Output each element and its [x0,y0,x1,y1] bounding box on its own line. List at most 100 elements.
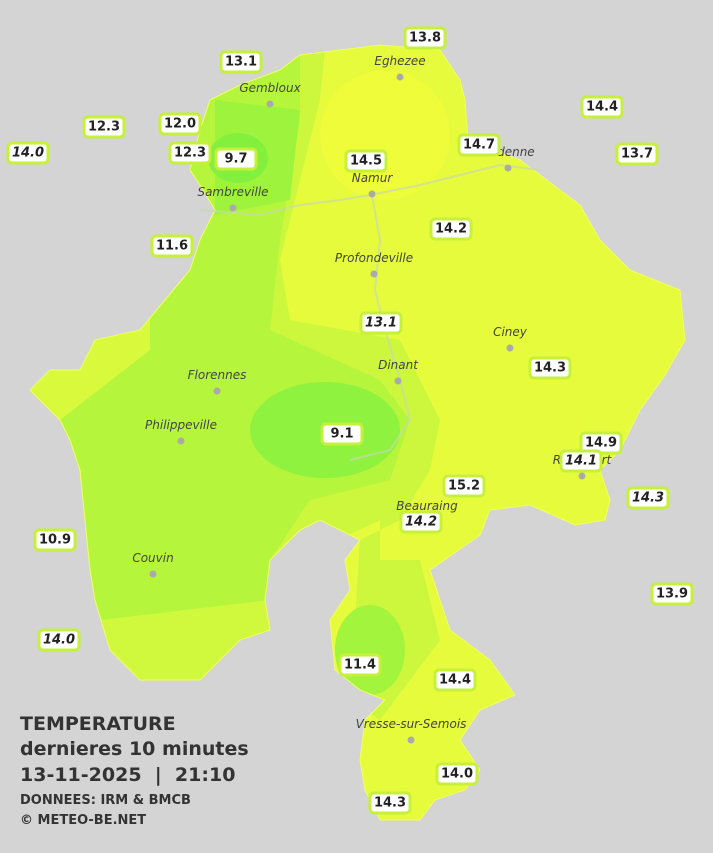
city-dot [368,190,376,198]
station: 14.0 [37,628,81,652]
station-value: 13.1 [365,316,397,331]
station-box [359,311,403,335]
legend: TEMPERATURE dernieres 10 minutes 13-11-2… [20,713,249,828]
city-dot [149,570,157,578]
station: 14.4 [433,668,477,692]
station-box [559,449,603,473]
station: 14.3 [368,791,412,815]
station-box [528,356,572,380]
station-value: 14.5 [350,154,382,169]
legend-datetime: 13-11-2025 | 21:10 [20,764,235,786]
station-value: 14.7 [463,138,495,153]
city-dot [578,472,586,480]
station: 13.1 [219,50,263,74]
station: 14.3 [528,356,572,380]
station-box [615,142,659,166]
city-dot [213,387,221,395]
station: 14.0 [6,141,50,165]
city-dot [504,164,512,172]
province-outline [29,44,686,821]
station: 14.3 [626,486,670,510]
station: 9.1 [320,422,364,446]
station-box [442,474,486,498]
station: 14.0 [435,762,479,786]
station-value: 15.2 [448,479,480,494]
city-dot [396,73,404,81]
city-dot [370,270,378,278]
station: 14.2 [429,217,473,241]
station-value: 12.3 [174,146,206,161]
station-box [219,50,263,74]
station-box [650,582,694,606]
station: 13.9 [650,582,694,606]
station-value: 11.4 [344,658,376,673]
station-value: 14.1 [565,454,597,469]
station-box [37,628,81,652]
station-value: 11.6 [156,239,188,254]
station-box [82,115,126,139]
city-label: Profondeville [335,251,413,265]
city-dot [266,100,274,108]
station-box [368,791,412,815]
city-dot [177,437,185,445]
station-box [214,147,258,171]
station-value: 14.4 [439,673,471,688]
station-box [403,26,447,50]
station: 14.1 [559,449,603,473]
station-box [33,528,77,552]
station: 13.1 [359,311,403,335]
station-value: 14.3 [632,491,664,506]
city-label: Gembloux [239,81,301,95]
station-box [320,422,364,446]
station-value: 12.3 [88,120,120,135]
station-box [168,141,212,165]
station-value: 14.4 [586,100,618,115]
station: 14.7 [457,133,501,157]
station: 9.7 [214,147,258,171]
city-label: Vresse-sur-Semois [356,717,467,731]
station-box [338,653,382,677]
station: 10.9 [33,528,77,552]
station: 14.4 [580,95,624,119]
city-label: Florennes [188,368,247,382]
station-value: 14.9 [585,436,617,451]
city-label: Dinant [378,358,419,372]
station-value: 14.3 [534,361,566,376]
station-value: 14.0 [12,146,44,161]
legend-source: DONNEES: IRM & BMCB [20,793,191,808]
station-value: 10.9 [39,533,71,548]
city-dot [229,204,237,212]
city-label: Couvin [132,551,173,565]
station-value: 13.1 [225,55,257,70]
city-label: Eghezee [374,54,425,68]
station-value: 14.0 [43,633,75,648]
station: 12.3 [82,115,126,139]
station-value: 12.0 [164,117,196,132]
station-box [158,112,202,136]
city-dot [506,344,514,352]
station: 14.5 [344,149,388,173]
station-box [435,762,479,786]
station-value: 9.7 [224,152,247,167]
station: 12.0 [158,112,202,136]
station-box [580,95,624,119]
station-value: 14.0 [441,767,473,782]
station-box [6,141,50,165]
station-value: 13.9 [656,587,688,602]
city-label: Sambreville [197,185,268,199]
station: 13.8 [403,26,447,50]
station-value: 13.8 [409,31,441,46]
station-box [457,133,501,157]
city-dot [407,736,415,744]
legend-credit: © METEO-BE.NET [20,813,146,828]
station: 11.6 [150,234,194,258]
station-layer: 13.8 13.1 14.4 12.3 12.0 14.0 12.3 9.7 14.7 13.7 1… [6,26,694,815]
station-box [150,234,194,258]
station-value: 13.7 [621,147,653,162]
city-label: Beauraing [396,499,458,513]
station-box [429,217,473,241]
station: 12.3 [168,141,212,165]
station-value: 14.3 [374,796,406,811]
station-box [433,668,477,692]
